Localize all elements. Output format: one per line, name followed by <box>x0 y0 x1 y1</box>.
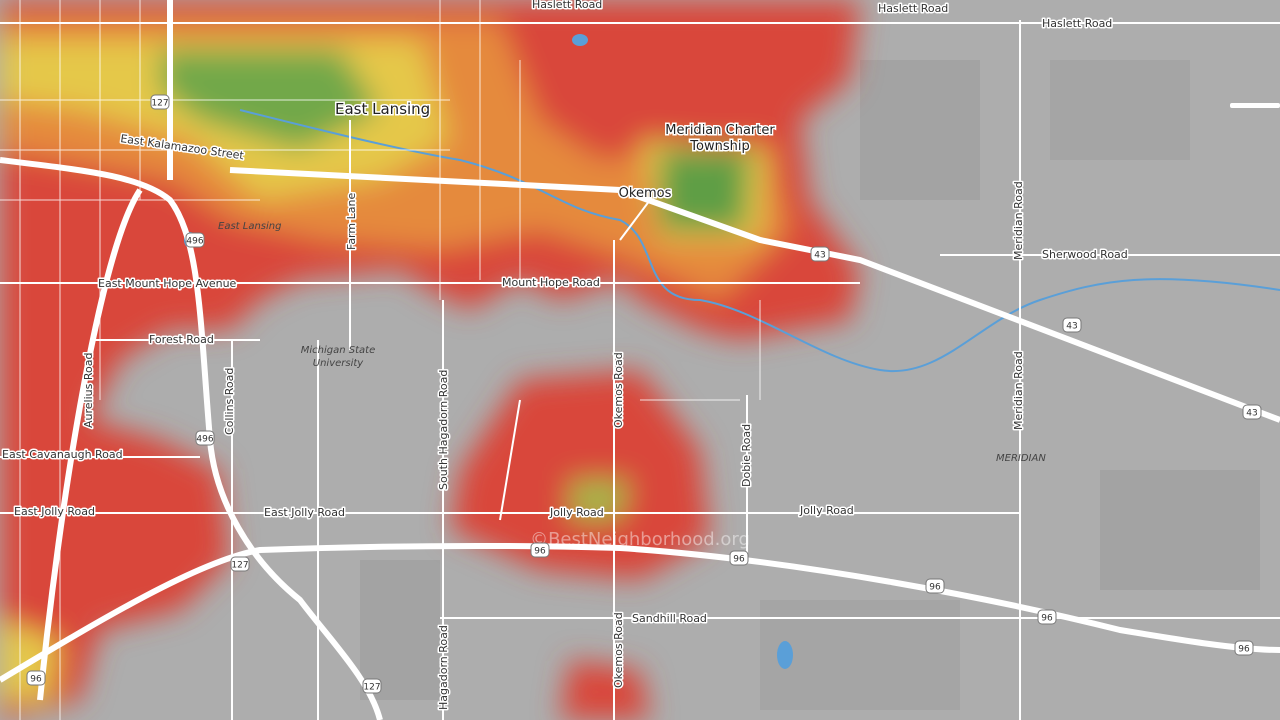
city-label: East Lansing <box>335 100 430 118</box>
road-label: Mount Hope Road <box>502 276 600 289</box>
shield-number: 127 <box>231 561 248 571</box>
shield-shape <box>1062 317 1082 333</box>
area-label: MERIDIAN <box>996 453 1046 464</box>
shield-number: 43 <box>814 251 825 261</box>
shield-shape <box>810 246 830 262</box>
shield-shape <box>925 578 945 594</box>
shield-shape <box>26 670 46 686</box>
place-label: Meridian Charter <box>665 123 775 138</box>
road-label: Haslett Road <box>878 2 948 15</box>
highway-shield: 496 <box>185 232 205 248</box>
road-label: Dobie Road <box>740 424 753 487</box>
shield-number: 96 <box>929 583 941 593</box>
shield-shape <box>1242 404 1262 420</box>
place-label: Township <box>689 139 749 154</box>
shield-number: 96 <box>733 555 745 565</box>
shield-shape <box>185 232 205 248</box>
labels: Haslett Road Haslett Road Haslett Road E… <box>1 0 1130 712</box>
shield-number: 127 <box>151 99 168 109</box>
place-label: Okemos <box>619 186 672 201</box>
shield-number: 43 <box>1246 409 1257 419</box>
road-label: Forest Road <box>149 333 214 346</box>
shield-number: 96 <box>534 547 546 557</box>
road-label: Farm Lane <box>345 193 358 250</box>
highway-shield: 96 <box>925 578 945 594</box>
highway-shield: 127 <box>230 556 250 572</box>
highway-shield: 43 <box>1062 317 1082 333</box>
shield-shape <box>1234 640 1254 656</box>
road-label: South Hagadorn Road <box>437 370 450 490</box>
highway-shield: 127 <box>362 678 382 694</box>
scale-bar <box>1230 103 1280 108</box>
highway-shield: 96 <box>530 542 550 558</box>
road-label: East Cavanaugh Road <box>2 448 123 461</box>
road-label: Okemos Road <box>612 352 625 428</box>
highway-shield: 496 <box>195 430 215 446</box>
shield-number: 96 <box>1041 614 1053 624</box>
shield-shape <box>230 556 250 572</box>
highway-shield: 43 <box>810 246 830 262</box>
shield-shape <box>530 542 550 558</box>
shields: 127 496 496 43 43 43 127 96 96 96 96 96 96 127 <box>26 94 1262 694</box>
area-label: East Lansing <box>218 221 281 232</box>
shield-shape <box>362 678 382 694</box>
shield-number: 496 <box>196 435 213 445</box>
road-label: Meridian Road <box>1012 351 1025 430</box>
road-label: Meridian Road <box>1012 181 1025 260</box>
road-label: East Jolly Road <box>264 506 345 519</box>
road-label: Collins Road <box>223 368 236 435</box>
shield-number: 96 <box>30 675 42 685</box>
shield-number: 496 <box>186 237 203 247</box>
road-label: Haslett Road <box>1042 17 1112 30</box>
road-label: Sherwood Road <box>1042 248 1128 261</box>
road-label: Sandhill Road <box>632 612 707 625</box>
road-label: Jolly Road <box>799 504 854 517</box>
road-label: East Mount Hope Avenue <box>98 277 237 290</box>
highway-shield: 43 <box>1242 404 1262 420</box>
land-patches <box>360 60 1260 710</box>
shield-number: 96 <box>1238 645 1250 655</box>
area-label: University <box>313 358 365 369</box>
watermark: ©BestNeighborhood.org <box>530 529 750 550</box>
road-label: Jolly Road <box>549 506 604 519</box>
shield-shape <box>150 94 170 110</box>
shield-number: 43 <box>1066 322 1077 332</box>
road-label: Aurelius Road <box>82 353 95 428</box>
road-label: Hagadorn Road <box>437 625 450 710</box>
road-label: Okemos Road <box>612 612 625 688</box>
shield-shape <box>195 430 215 446</box>
highway-shield: 96 <box>1234 640 1254 656</box>
road-label: Haslett Road <box>532 0 602 11</box>
shield-shape <box>729 550 749 566</box>
highway-shield: 96 <box>729 550 749 566</box>
shield-number: 127 <box>363 683 380 693</box>
highway-shield: 96 <box>1037 609 1057 625</box>
area-label: Michigan State <box>301 345 375 356</box>
shield-shape <box>1037 609 1057 625</box>
highway-shield: 96 <box>26 670 46 686</box>
road-label: East Jolly Road <box>14 505 95 518</box>
highway-shield: 127 <box>150 94 170 110</box>
